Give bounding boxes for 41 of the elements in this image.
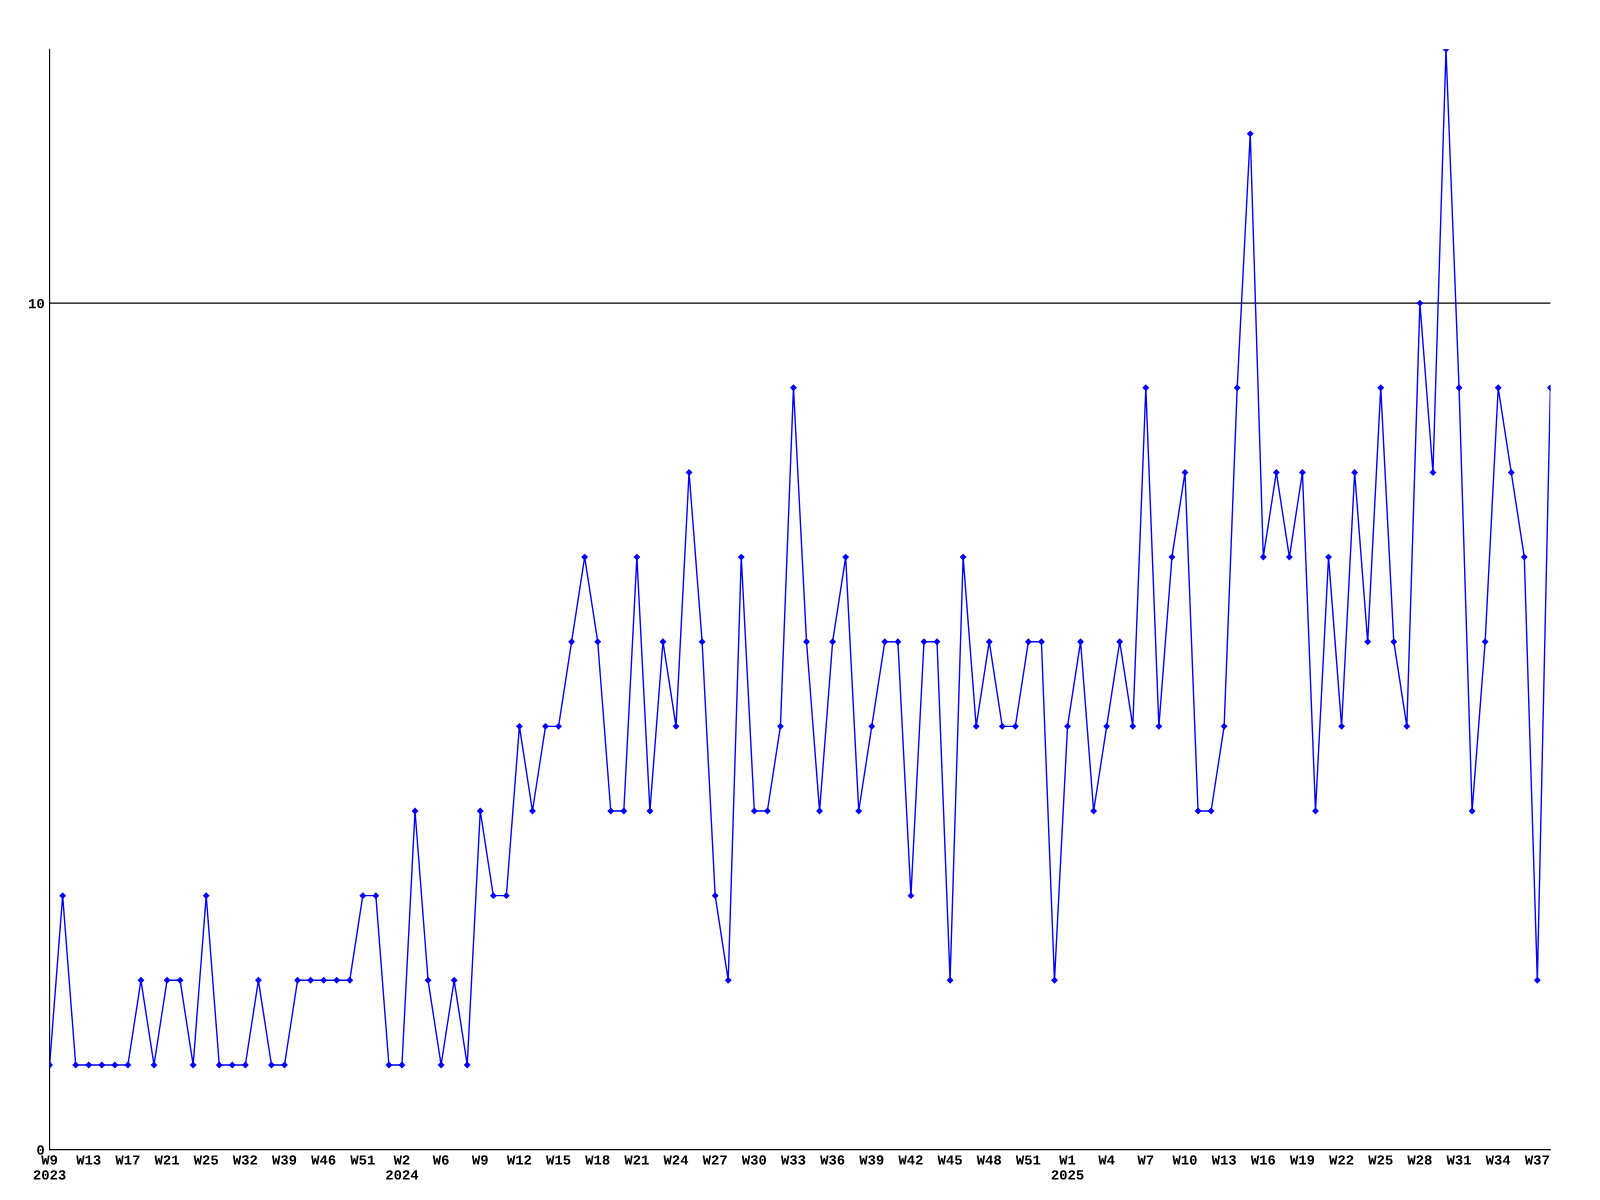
x-tick-label: W42 (898, 1155, 923, 1165)
x-tick-label: W7 (1137, 1155, 1154, 1165)
x-tick-label: W19 (1289, 1155, 1315, 1165)
x-tick-label: W1 2025 (1051, 1155, 1084, 1180)
x-tick-label: W39 (272, 1155, 297, 1165)
x-tick-label: W17 (115, 1155, 140, 1165)
x-tick-label: W24 (663, 1155, 689, 1165)
x-tick-label: W15 (546, 1155, 571, 1165)
y-tick-label: 10 (29, 298, 44, 309)
x-tick-label: W21 (154, 1155, 179, 1165)
x-tick-label: W27 (702, 1155, 727, 1165)
y-tick-label: 0 (37, 1145, 44, 1155)
x-tick-label: W21 (624, 1155, 649, 1165)
x-tick-label: W31 (1446, 1155, 1471, 1165)
x-tick-label: W13 (76, 1155, 101, 1165)
x-tick-label: W34 (1485, 1155, 1511, 1165)
x-tick-label: W2 2024 (386, 1155, 419, 1180)
x-tick-label: W36 (820, 1155, 845, 1165)
x-tick-label: W16 (1250, 1155, 1276, 1165)
x-tick-label: W18 (585, 1155, 610, 1165)
x-tick-label: W28 (1407, 1155, 1432, 1165)
x-tick-label: W12 (506, 1155, 532, 1165)
x-tick-label: W25 (193, 1155, 218, 1165)
x-tick-label: W45 (937, 1155, 962, 1165)
x-tick-label: W37 (1524, 1155, 1549, 1165)
x-tick-label: W39 (859, 1155, 884, 1165)
x-tick-label: W30 (741, 1155, 767, 1165)
x-tick-label: W32 (232, 1155, 258, 1165)
x-tick-label: W13 (1211, 1155, 1236, 1165)
x-tick-label: W4 (1098, 1155, 1115, 1165)
x-tick-label: W46 (311, 1155, 336, 1165)
x-tick-label: W22 (1329, 1155, 1354, 1165)
x-tick-label: W6 (432, 1155, 449, 1165)
x-tick-label: W25 (1368, 1155, 1393, 1165)
x-tick-label: W48 (976, 1155, 1001, 1165)
x-tick-label: W9 2023 (33, 1155, 66, 1180)
x-tick-label: W10 (1172, 1155, 1197, 1165)
x-tick-label: W33 (780, 1155, 806, 1165)
x-tick-label: W51 (1015, 1155, 1041, 1165)
x-tick-label: W51 (350, 1155, 375, 1165)
x-tick-label: W9 (471, 1155, 488, 1165)
